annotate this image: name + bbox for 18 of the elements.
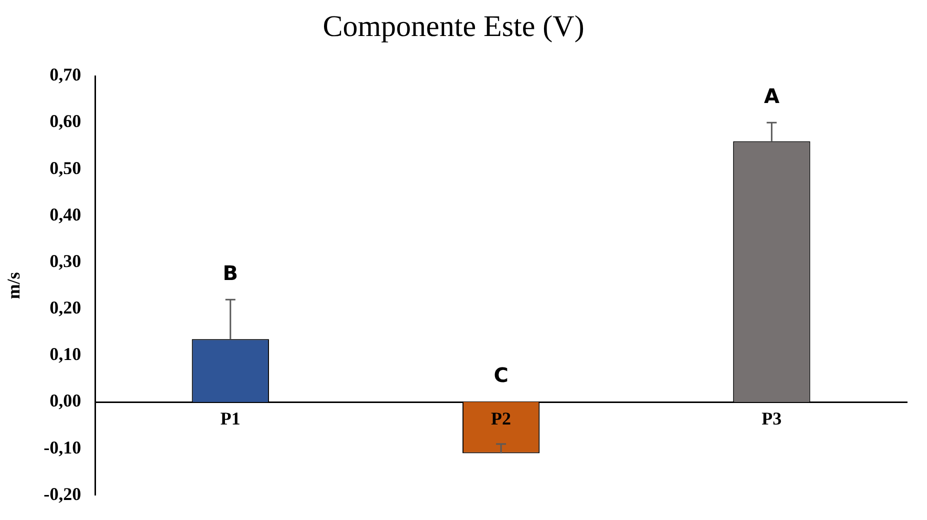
y-tick-label: 0,30: [50, 250, 82, 271]
x-tick-label: P2: [491, 408, 512, 429]
x-tick-label: P3: [762, 408, 782, 429]
chart-title: Componente Este (V): [322, 10, 584, 43]
y-tick-label: 0,50: [50, 158, 82, 178]
y-tick-label: 0,10: [50, 344, 82, 364]
annotation: A: [764, 84, 780, 108]
y-tick-label: 0,00: [50, 390, 82, 411]
y-tick-label: -0,10: [44, 437, 82, 458]
y-tick-label: 0,60: [50, 111, 82, 132]
y-tick-label: 0,20: [50, 298, 82, 318]
y-tick-label: 0,40: [50, 204, 82, 224]
annotation: B: [222, 260, 238, 285]
annotation: C: [494, 363, 508, 388]
x-tick-label: P1: [220, 408, 240, 429]
y-tick-label: 0,70: [50, 64, 82, 85]
y-axis-title: m/s: [3, 272, 24, 300]
y-tick-label: -0,20: [44, 484, 82, 504]
